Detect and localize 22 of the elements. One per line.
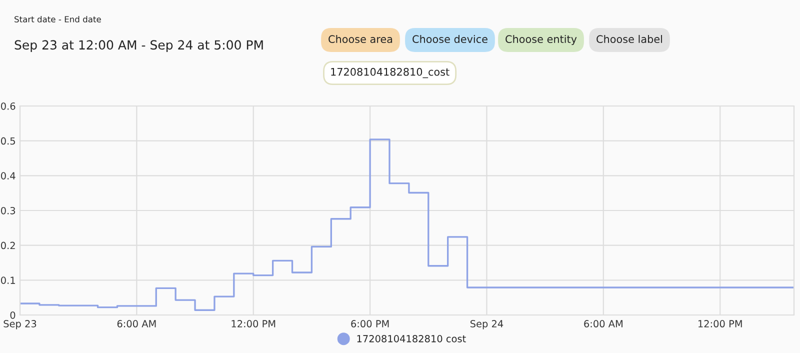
x-tick-label: 6:00 AM [584, 320, 622, 328]
legend-label: 17208104182810 cost [357, 335, 466, 342]
y-tick-label: 0 [10, 311, 16, 319]
x-tick-label: Sep 24 [470, 320, 504, 330]
x-tick-label: 6:00 PM [351, 320, 389, 328]
y-tick-label: 0.3 [1, 206, 16, 214]
text: 17208104182810_cost [331, 68, 450, 78]
x-tick-label: 6:00 AM [117, 320, 156, 328]
text: Choose label [596, 34, 662, 44]
x-tick-label: 12:00 PM [698, 320, 742, 328]
text: Start date - End date [14, 16, 101, 22]
text: Choose area [328, 34, 392, 44]
y-tick-label: 0.4 [1, 172, 16, 180]
y-tick-label: 0.5 [1, 137, 15, 145]
y-tick-label: 0.6 [1, 102, 16, 110]
text: Sep 23 at 12:00 AM - Sep 24 at 5:00 PM [14, 40, 263, 52]
text: Choose entity [506, 34, 577, 46]
x-tick-label: 12:00 PM [232, 320, 276, 328]
x-tick-label: Sep 23 [4, 320, 36, 330]
y-tick-label: 0.1 [1, 276, 15, 284]
y-tick-label: 0.2 [1, 242, 15, 250]
text: Choose device [412, 34, 488, 44]
